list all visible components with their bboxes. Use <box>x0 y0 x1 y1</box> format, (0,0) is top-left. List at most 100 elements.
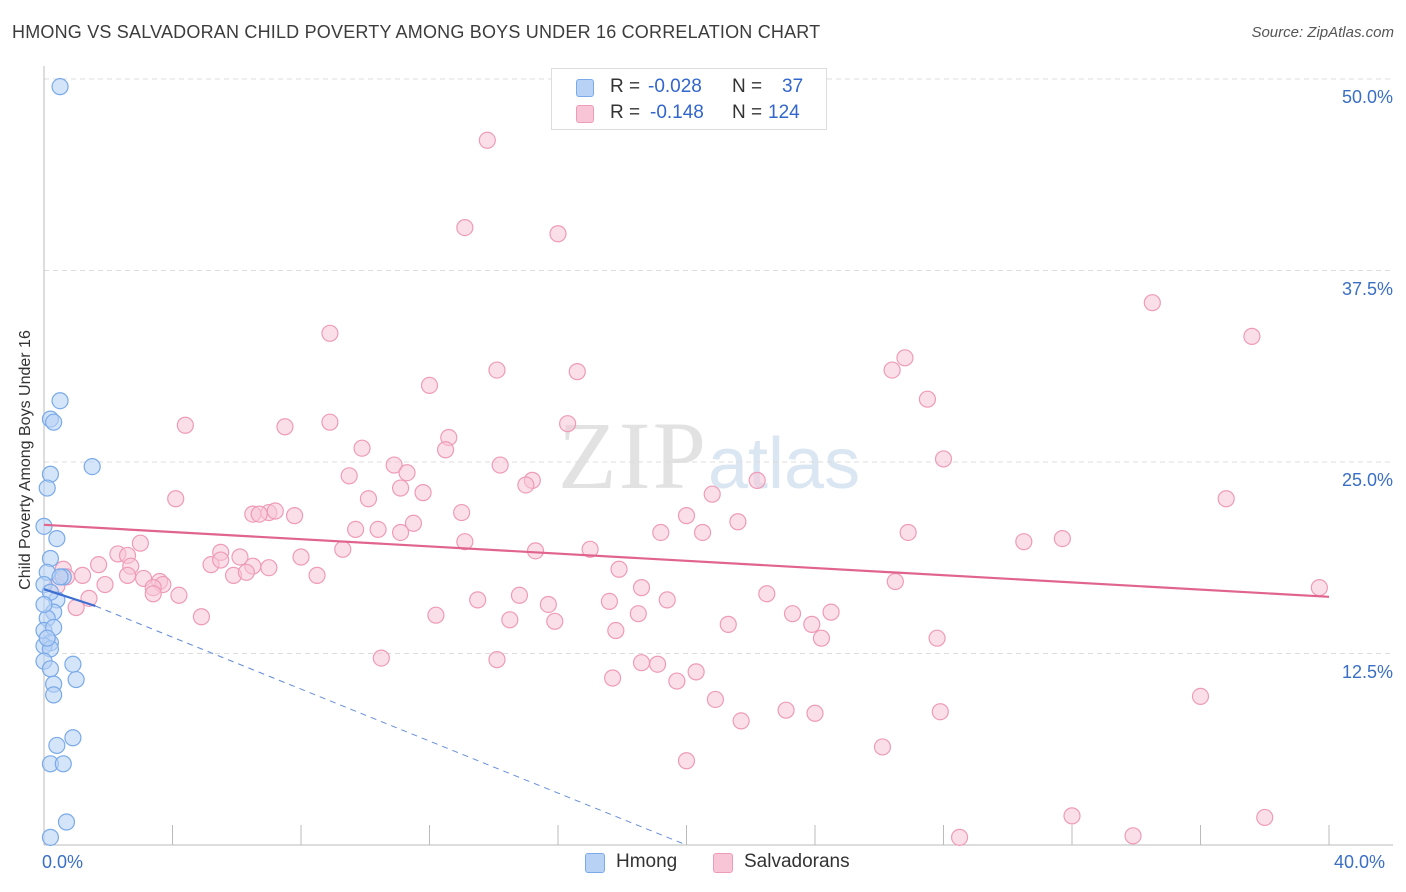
salvadorans-point <box>260 559 278 577</box>
hmong-point <box>45 686 63 704</box>
salvadorans-point <box>285 507 304 525</box>
y-tick-label: 12.5% <box>1341 661 1393 682</box>
salvadorans-point <box>420 376 439 394</box>
salvadorans-point <box>1243 327 1261 345</box>
hmong-point <box>41 828 60 846</box>
salvadorans-point <box>899 523 917 542</box>
salvadorans-legend-swatch <box>713 853 733 873</box>
salvadorans-point <box>276 418 294 436</box>
salvadorans-point <box>629 605 647 623</box>
salvadorans-point <box>456 533 474 551</box>
salvadorans-point <box>176 416 194 434</box>
salvadorans-points <box>48 131 1328 846</box>
salvadorans-point <box>896 349 914 367</box>
salvadorans-point <box>719 615 737 633</box>
salvadorans-point <box>385 456 403 474</box>
chart-title: HMONG VS SALVADORAN CHILD POVERTY AMONG … <box>12 22 821 42</box>
hmong-r-value: -0.028 <box>648 76 702 97</box>
salvadorans-point <box>369 520 387 539</box>
salvadorans-point <box>237 563 255 581</box>
salvadorans-point <box>1191 687 1210 705</box>
salvadorans-point <box>539 595 557 614</box>
salvadorans-point <box>658 591 676 609</box>
salvadorans-point <box>822 603 840 621</box>
salvadorans-point <box>456 219 474 237</box>
salvadorans-point <box>748 471 766 489</box>
salvadorans-point <box>321 413 339 431</box>
salvadorans-point <box>131 534 149 552</box>
salvadorans-point <box>404 514 423 532</box>
salvadorans-point <box>321 324 339 342</box>
source-label: Source: ZipAtlas.com <box>1251 24 1394 41</box>
salvadorans-point <box>192 608 211 626</box>
salvadorans-point <box>250 505 268 523</box>
salvadorans-point <box>170 586 188 604</box>
y-tick-label: 37.5% <box>1341 278 1393 299</box>
salvadorans-point <box>806 704 824 722</box>
salvadorans-point <box>549 225 567 243</box>
salvadorans-r-label: R = <box>610 102 641 123</box>
salvadorans-point <box>732 712 750 730</box>
salvadorans-point <box>292 548 310 566</box>
salvadorans-point <box>372 649 390 667</box>
salvadorans-point <box>559 415 577 433</box>
salvadorans-point <box>491 456 509 474</box>
salvadorans-point <box>1256 808 1274 827</box>
salvadorans-point <box>677 507 696 525</box>
salvadorans-point <box>581 540 599 558</box>
salvadorans-point <box>96 575 114 594</box>
salvadorans-point <box>453 503 471 522</box>
salvadorans-point <box>934 450 953 468</box>
salvadorans-point <box>144 585 162 603</box>
hmong-point <box>51 568 69 586</box>
hmong-point <box>64 729 82 747</box>
salvadorans-point <box>73 566 92 584</box>
hmong-point <box>51 392 69 410</box>
hmong-point <box>38 629 56 647</box>
y-tick-label: 25.0% <box>1341 470 1393 490</box>
x-tick-label-min: 0.0% <box>42 852 84 872</box>
salvadorans-swatch <box>576 105 594 123</box>
salvadorans-point <box>803 615 821 633</box>
salvadorans-legend-label: Salvadorans <box>744 851 850 872</box>
y-tick-label: 50.0% <box>1341 87 1393 107</box>
salvadorans-point <box>677 752 696 770</box>
salvadorans-point <box>600 592 619 611</box>
hmong-legend-swatch <box>585 853 605 873</box>
salvadorans-point <box>812 629 831 647</box>
salvadorans-point <box>526 542 545 560</box>
salvadorans-point <box>167 490 185 508</box>
salvadorans-point <box>1310 579 1328 597</box>
salvadorans-point <box>478 131 496 149</box>
salvadorans-point <box>1124 827 1142 845</box>
salvadorans-point <box>703 485 721 503</box>
salvadorans-point <box>568 363 586 381</box>
hmong-point <box>64 655 82 673</box>
hmong-legend-label: Hmong <box>616 851 678 872</box>
salvadorans-n-label: N = <box>732 102 763 123</box>
hmong-point <box>35 595 53 614</box>
hmong-r-label: R = <box>610 76 641 97</box>
y-axis-label: Child Poverty Among Boys Under 16 <box>17 330 34 590</box>
salvadorans-point <box>928 629 946 647</box>
hmong-point <box>51 78 69 96</box>
trend-lines <box>43 523 1330 846</box>
salvadorans-point <box>648 655 667 673</box>
correlation-legend: R = -0.028 N = 37 R = -0.148 N = 124 <box>551 68 827 130</box>
salvadorans-point <box>918 390 937 408</box>
hmong-trend-extension <box>95 605 687 846</box>
salvadorans-point <box>758 585 776 603</box>
hmong-point <box>83 457 101 476</box>
salvadorans-point <box>729 513 747 531</box>
salvadorans-point <box>886 572 904 591</box>
hmong-point <box>48 736 66 755</box>
salvadorans-point <box>334 540 352 558</box>
salvadorans-point <box>1143 294 1161 312</box>
salvadorans-point <box>347 520 365 539</box>
salvadorans-point <box>427 606 445 624</box>
salvadorans-point <box>414 484 432 502</box>
hmong-point <box>38 479 56 497</box>
salvadorans-point <box>883 361 901 379</box>
salvadorans-point <box>693 523 712 542</box>
hmong-n-value: 37 <box>782 76 804 97</box>
